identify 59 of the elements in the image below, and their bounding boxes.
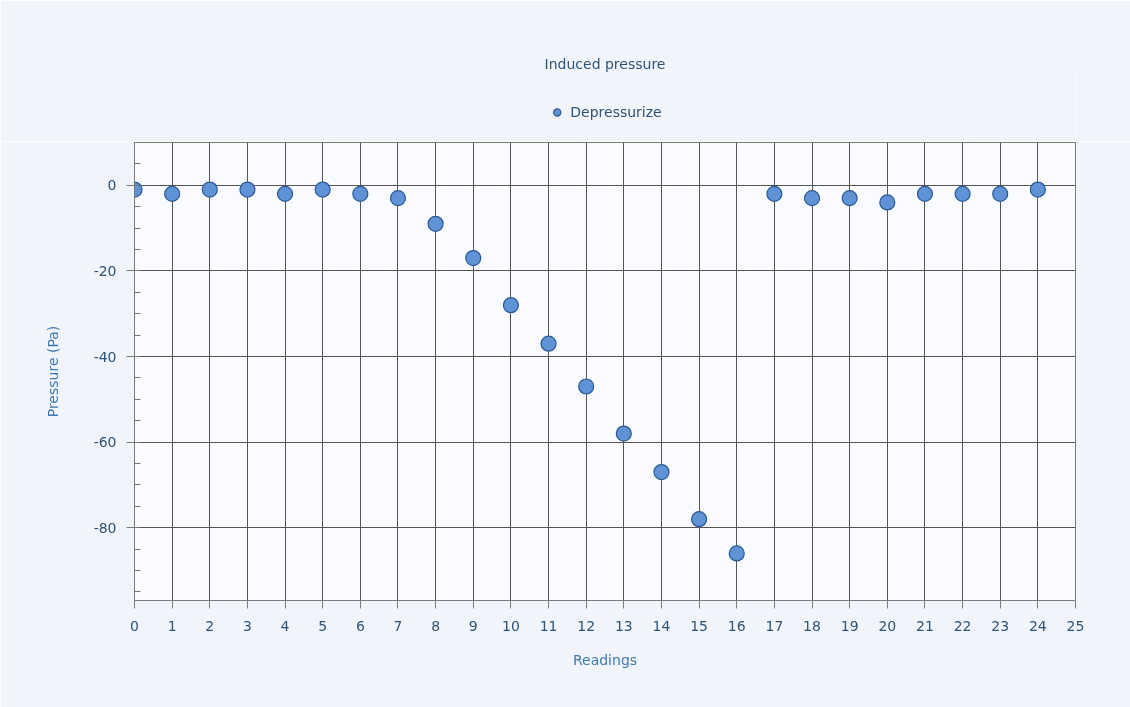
x-tick-label: 11 (539, 617, 558, 634)
point (766, 185, 783, 202)
x-tick-label: 1 (167, 617, 177, 634)
x-tick-label: 25 (1066, 617, 1085, 634)
x-tick-label: 22 (953, 617, 972, 634)
point (841, 190, 858, 207)
point (916, 185, 934, 202)
x-tick-label: 18 (803, 617, 821, 634)
y-tick-label: -80 (93, 519, 117, 536)
x-tick-label: 17 (765, 617, 784, 634)
point (540, 335, 557, 352)
point (1029, 181, 1046, 198)
x-tick-label: 15 (690, 617, 709, 634)
point (389, 190, 407, 207)
x-tick-label: 10 (501, 617, 520, 634)
x-tick-label: 2 (205, 617, 215, 634)
x-tick-label: 8 (431, 617, 441, 634)
point (954, 185, 971, 202)
point (615, 425, 632, 442)
x-tick-label: 12 (577, 617, 596, 634)
point (164, 185, 181, 202)
x-tick-label: 0 (130, 617, 139, 634)
point (653, 464, 670, 481)
point (728, 545, 745, 562)
legend-label: Depressurize (570, 103, 662, 121)
point (992, 185, 1009, 202)
x-tick-label: 24 (1028, 617, 1047, 634)
point (314, 181, 331, 198)
point (465, 249, 482, 267)
y-tick-label: -20 (93, 262, 117, 279)
point (427, 215, 444, 232)
x-tick-label: 16 (727, 617, 746, 634)
x-tick-label: 23 (991, 617, 1010, 634)
point (691, 511, 708, 528)
point (239, 181, 256, 198)
x-tick-label: 13 (614, 617, 633, 634)
x-tick-label: 7 (393, 617, 403, 634)
point (803, 190, 821, 207)
point (276, 185, 294, 202)
x-tick-label: 3 (242, 617, 252, 634)
x-tick-label: 4 (280, 617, 290, 634)
x-tick-label: 20 (878, 617, 897, 634)
x-tick-label: 6 (355, 617, 365, 634)
x-tick-label: 5 (318, 617, 328, 634)
x-axis-title: Readings (572, 651, 638, 668)
y-tick-label: 0 (107, 177, 117, 194)
x-tick-label: 21 (916, 617, 934, 634)
x-tick-label: 19 (840, 617, 859, 634)
point (879, 194, 896, 211)
x-tick-label: 9 (468, 617, 478, 634)
point (201, 181, 218, 198)
point (502, 297, 519, 314)
y-tick-label: -40 (93, 348, 117, 365)
point (352, 185, 369, 202)
y-tick-label: -60 (93, 434, 117, 451)
chart-title: Induced pressure (544, 55, 666, 72)
point (578, 378, 595, 395)
x-tick-label: 14 (652, 617, 671, 634)
y-axis-title: Pressure (Pa) (44, 325, 61, 418)
